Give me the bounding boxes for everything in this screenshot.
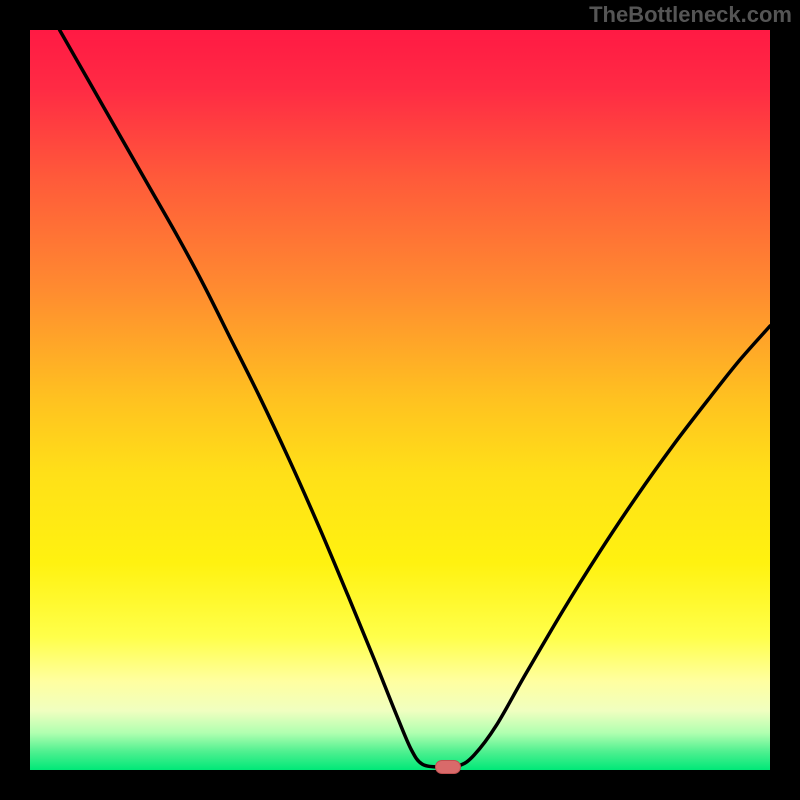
plot-area [30, 30, 770, 770]
bottleneck-marker [435, 760, 461, 774]
bottleneck-curve [30, 30, 770, 770]
watermark-text: TheBottleneck.com [589, 2, 792, 28]
chart-container: TheBottleneck.com [0, 0, 800, 800]
